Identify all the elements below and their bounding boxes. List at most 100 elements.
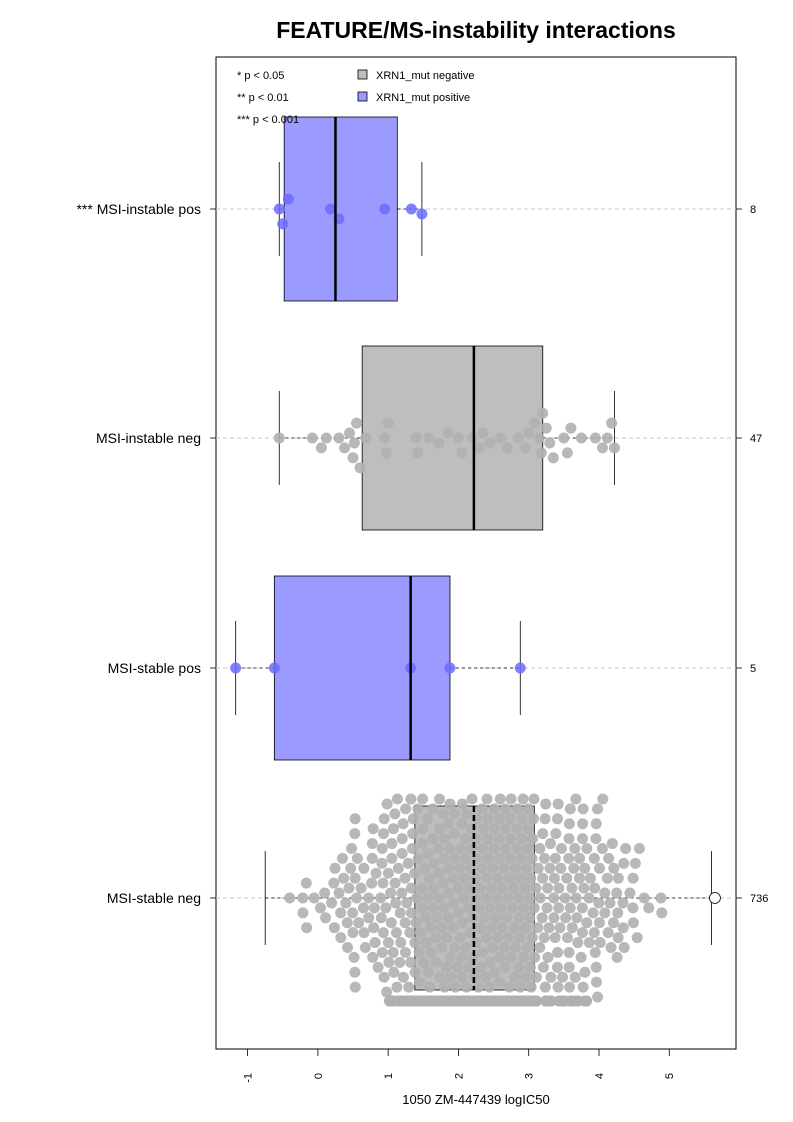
point-3-56: [376, 946, 388, 958]
point-3-363: [472, 981, 484, 993]
point-3-297: [454, 932, 466, 944]
point-3-644: [563, 946, 575, 958]
point-0-5: [379, 203, 391, 215]
point-3-720: [617, 897, 629, 909]
point-3-686: [583, 937, 595, 949]
point-3-284: [451, 961, 463, 973]
point-3-561: [526, 932, 538, 944]
point-3-618: [552, 946, 564, 958]
point-3-504: [511, 843, 523, 854]
point-3-658: [569, 971, 581, 983]
point-3-52: [375, 892, 387, 904]
point-1-7: [347, 452, 359, 464]
point-3-33: [351, 852, 363, 864]
legend-sig-1: * p < 0.05: [237, 70, 284, 82]
point-1-14: [382, 417, 394, 429]
point-3-716: [611, 951, 623, 963]
point-3-727: [627, 872, 639, 884]
point-1-33: [535, 447, 547, 459]
point-3-723: [618, 942, 630, 953]
point-1-17: [423, 432, 435, 444]
point-3-230: [440, 961, 452, 973]
point-3-46: [367, 823, 379, 835]
point-3-621: [553, 902, 565, 914]
point-3-506: [511, 803, 523, 815]
point-3-355: [470, 833, 482, 845]
legend-swatch-positive: [357, 91, 368, 102]
point-3-703: [596, 843, 608, 854]
point-3-303: [456, 917, 468, 929]
point-3-6: [315, 902, 327, 914]
point-1-25: [484, 437, 496, 449]
point-3-34: [353, 917, 365, 929]
point-3-434: [493, 813, 505, 825]
point-3-366: [474, 902, 486, 914]
point-3-605: [544, 862, 556, 874]
point-3-684: [581, 843, 593, 854]
point-3-498: [508, 922, 520, 934]
point-3-649: [564, 902, 576, 914]
point-3-696: [590, 976, 602, 988]
point-3-512: [513, 912, 525, 924]
point-3-646: [563, 961, 575, 973]
point-3-323: [461, 808, 473, 820]
point-3-411: [485, 922, 497, 934]
point-3-125: [402, 857, 414, 869]
point-3-16: [336, 852, 348, 864]
point-3-63: [381, 986, 393, 998]
point-3-340: [466, 823, 478, 835]
point-1-30: [523, 427, 535, 439]
data-points: [230, 117, 721, 1007]
point-3-9: [326, 897, 338, 909]
point-3-151: [412, 852, 424, 864]
point-3-187: [427, 833, 439, 845]
point-3-446: [496, 882, 508, 894]
point-3-345: [467, 951, 479, 963]
point-3-535: [519, 922, 531, 934]
point-3-221: [437, 877, 449, 889]
point-3-670: [576, 927, 588, 939]
point-3-44: [366, 838, 378, 850]
point-3-645: [563, 833, 575, 845]
point-3-640: [560, 912, 572, 924]
legend-label-negative: XRN1_mut negative: [376, 70, 474, 82]
point-1-36: [544, 437, 556, 449]
point-3-613: [549, 932, 561, 944]
point-1-41: [575, 432, 587, 444]
point-1-13: [381, 447, 393, 459]
point-2-3: [444, 662, 456, 674]
point-3-136: [407, 828, 419, 840]
point-3-158: [415, 927, 427, 939]
point-1-43: [596, 442, 608, 454]
point-3-525: [516, 833, 528, 845]
group-label-2: MSI-stable pos: [108, 660, 201, 676]
point-3-544: [522, 803, 534, 815]
point-3-322: [460, 981, 472, 993]
legend: * p < 0.05 ** p < 0.01 *** p < 0.001 XRN…: [237, 69, 474, 126]
point-1-45: [606, 417, 618, 429]
point-3-556: [525, 872, 537, 884]
point-3-141: [409, 937, 421, 949]
point-3-209: [434, 793, 446, 805]
point-3-101: [396, 833, 408, 845]
point-3-717: [612, 907, 624, 919]
point-3-626: [555, 862, 567, 874]
legend-sig-3: *** p < 0.001: [237, 114, 299, 126]
point-3-262: [448, 897, 460, 909]
point-1-38: [558, 432, 570, 444]
point-3-175: [422, 892, 434, 904]
point-3-11: [328, 922, 340, 934]
x-tick-label-3: 2: [453, 1073, 465, 1079]
point-3-156: [413, 976, 425, 988]
point-3-425: [491, 892, 503, 904]
point-3-98: [395, 937, 407, 949]
point-3-246: [444, 843, 456, 854]
point-3-711: [605, 942, 617, 953]
point-3-582: [532, 922, 544, 934]
point-3-85: [390, 927, 402, 939]
point-3-454: [498, 942, 510, 953]
chart-title: FEATURE/MS-instability interactions: [276, 17, 676, 43]
point-3-195: [428, 857, 440, 869]
point-3-146: [411, 892, 423, 904]
point-3-218: [436, 942, 448, 953]
